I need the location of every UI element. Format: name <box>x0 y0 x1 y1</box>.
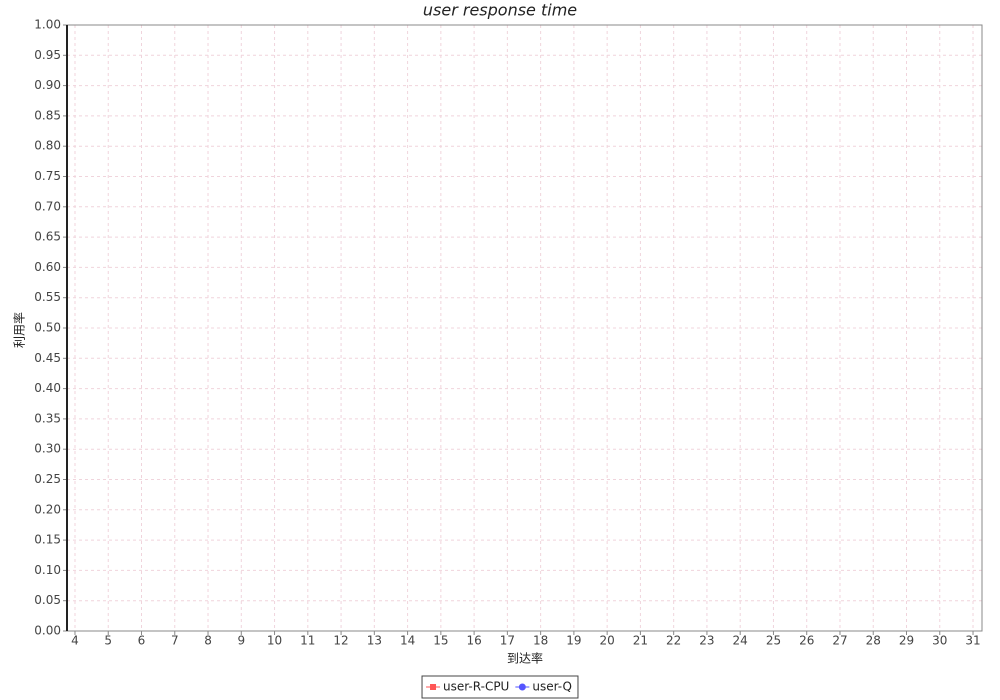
x-tick-label: 16 <box>466 634 481 648</box>
x-tick-label: 12 <box>333 634 348 648</box>
x-tick-label: 24 <box>733 634 748 648</box>
x-tick-label: 23 <box>699 634 714 648</box>
x-tick-label: 13 <box>367 634 382 648</box>
y-tick-label: 0.05 <box>34 593 61 607</box>
chart-title: user response time <box>423 1 577 20</box>
x-tick-label: 18 <box>533 634 548 648</box>
y-tick-label: 0.15 <box>34 533 61 547</box>
x-tick-label: 10 <box>267 634 282 648</box>
x-tick-label: 6 <box>138 634 146 648</box>
x-tick-label: 4 <box>71 634 79 648</box>
y-tick-label: 0.50 <box>34 321 61 335</box>
x-tick-label: 9 <box>237 634 245 648</box>
y-tick-label: 0.70 <box>34 199 61 213</box>
x-tick-label: 21 <box>633 634 648 648</box>
legend-box <box>421 675 579 699</box>
x-tick-label: 29 <box>899 634 914 648</box>
y-axis-label: 利用率 <box>12 312 27 348</box>
y-tick-label: 0.25 <box>34 472 61 486</box>
legend-label: user-Q <box>532 680 572 694</box>
x-axis-label: 到达率 <box>507 651 543 666</box>
legend-label: user-R-CPU <box>443 680 509 694</box>
y-tick-label: 0.45 <box>34 351 61 365</box>
y-tick-label: 0.90 <box>34 78 61 92</box>
x-tick-label: 8 <box>204 634 212 648</box>
y-tick-label: 0.40 <box>34 381 61 395</box>
y-tick-label: 0.00 <box>34 624 61 638</box>
legend: user-R-CPU user-Q <box>421 675 579 699</box>
y-tick-label: 1.00 <box>34 18 61 32</box>
y-tick-label: 0.30 <box>34 442 61 456</box>
x-tick-label: 31 <box>965 634 980 648</box>
y-tick-label: 0.85 <box>34 108 61 122</box>
x-tick-label: 15 <box>433 634 448 648</box>
legend-marker <box>518 683 526 691</box>
x-tick-label: 27 <box>832 634 847 648</box>
x-tick-label: 20 <box>600 634 615 648</box>
y-tick-label: 0.75 <box>34 169 61 183</box>
y-tick-label: 0.10 <box>34 563 61 577</box>
y-tick-label: 0.60 <box>34 260 61 274</box>
x-tick-label: 22 <box>666 634 681 648</box>
y-tick-label: 0.95 <box>34 48 61 62</box>
x-tick-label: 30 <box>932 634 947 648</box>
x-tick-label: 17 <box>500 634 515 648</box>
x-tick-label: 25 <box>766 634 781 648</box>
legend-marker <box>430 684 437 690</box>
y-tick-label: 0.80 <box>34 139 61 153</box>
y-tick-label: 0.35 <box>34 411 61 425</box>
y-tick-label: 0.65 <box>34 230 61 244</box>
x-tick-label: 5 <box>104 634 112 648</box>
y-tick-label: 0.55 <box>34 290 61 304</box>
x-tick-label: 14 <box>400 634 415 648</box>
x-tick-label: 11 <box>300 634 315 648</box>
x-tick-label: 7 <box>171 634 179 648</box>
x-tick-label: 19 <box>566 634 581 648</box>
y-tick-label: 0.20 <box>34 502 61 516</box>
x-tick-label: 28 <box>866 634 881 648</box>
x-tick-label: 26 <box>799 634 814 648</box>
